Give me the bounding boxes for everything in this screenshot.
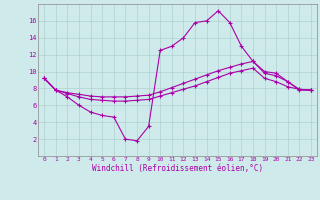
X-axis label: Windchill (Refroidissement éolien,°C): Windchill (Refroidissement éolien,°C): [92, 164, 263, 173]
